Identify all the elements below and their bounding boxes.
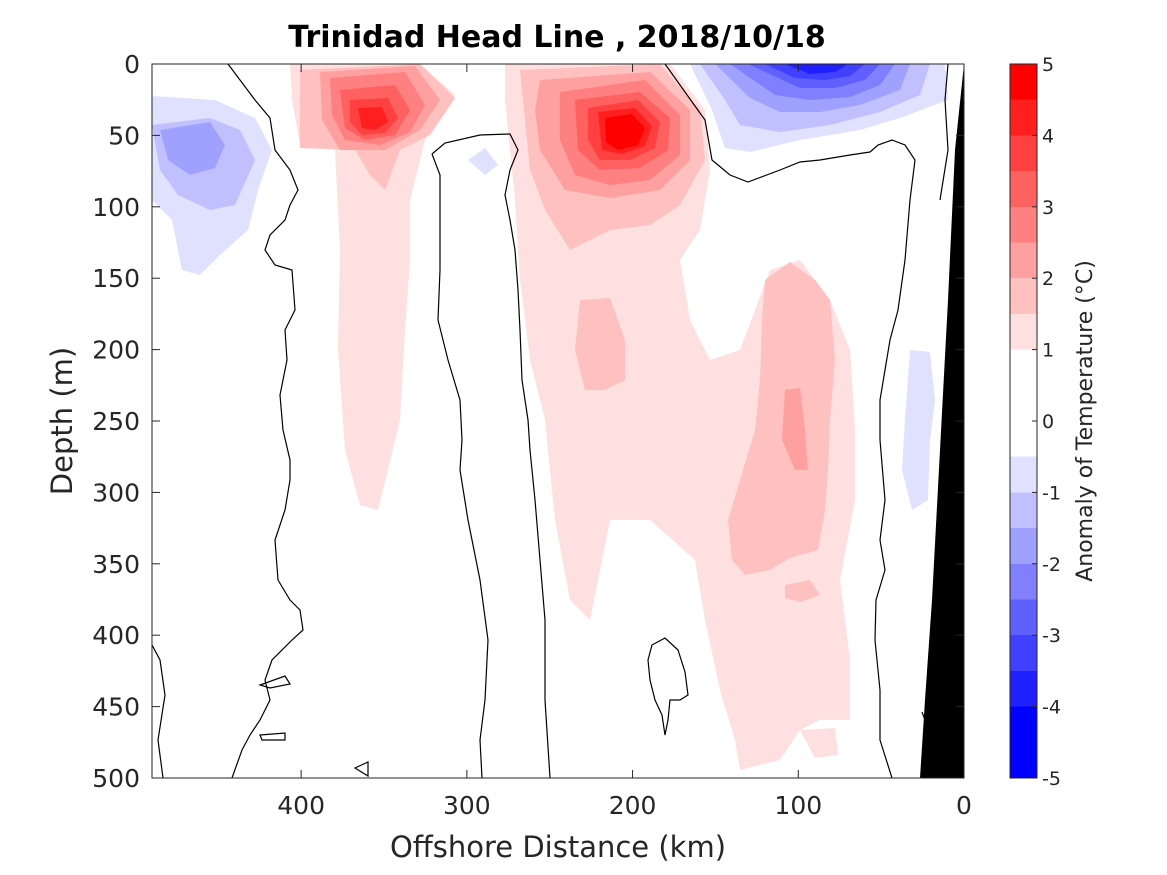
- colorbar-tick-label: -4: [1042, 697, 1061, 719]
- y-tick-label: 100: [92, 193, 140, 222]
- colorbar-tick-label: 2: [1042, 268, 1054, 290]
- y-tick-label: 450: [92, 693, 140, 722]
- colorbar-label: Anomaly of Temperature (°C): [1073, 260, 1098, 582]
- y-tick-label: 400: [92, 621, 140, 650]
- colorbar-tick-label: -5: [1042, 768, 1061, 790]
- chart-title: Trinidad Head Line , 2018/10/18: [288, 20, 825, 55]
- colorbar-tick-label: -2: [1042, 554, 1061, 576]
- y-tick-label: 300: [92, 478, 140, 507]
- x-tick-label: 300: [443, 791, 491, 820]
- colorbar-tick-label: -1: [1042, 482, 1061, 504]
- y-tick-label: 150: [92, 264, 140, 293]
- colorbar-ticks: 5 4 3 2 1 0 -1 -2 -3 -4 -5: [1032, 54, 1061, 790]
- x-tick-label: 400: [277, 791, 325, 820]
- warm-anomaly-level-1: [290, 64, 855, 770]
- cold-anomaly-regions: [152, 64, 948, 510]
- x-axis-label: Offshore Distance (km): [390, 830, 726, 864]
- colorbar-tick-label: 4: [1042, 125, 1054, 147]
- y-axis-label: Depth (m): [45, 347, 79, 495]
- y-tick-label: 350: [92, 550, 140, 579]
- x-axis: 400 300 200 100 0: [277, 64, 972, 820]
- y-tick-label: 200: [92, 336, 140, 365]
- x-tick-label: 100: [774, 791, 822, 820]
- y-tick-label: 500: [92, 764, 140, 793]
- y-axis: 0 50 100 150 200 250 300 350 400 450 500: [92, 50, 964, 793]
- colorbar-tick-label: 0: [1042, 411, 1054, 433]
- colorbar-tick-label: 5: [1042, 54, 1054, 76]
- seafloor: [920, 64, 964, 778]
- colorbar-tick-label: -3: [1042, 625, 1061, 647]
- y-tick-label: 0: [124, 50, 140, 79]
- zero-contours: [152, 64, 949, 778]
- plot-area: [152, 64, 964, 778]
- y-tick-label: 50: [108, 121, 140, 150]
- colorbar-tick-label: 3: [1042, 197, 1054, 219]
- x-tick-label: 200: [609, 791, 657, 820]
- x-tick-label: 0: [956, 791, 972, 820]
- y-tick-label: 250: [92, 407, 140, 436]
- warm-anomaly-core: [350, 98, 660, 160]
- colorbar-tick-label: 1: [1042, 340, 1054, 362]
